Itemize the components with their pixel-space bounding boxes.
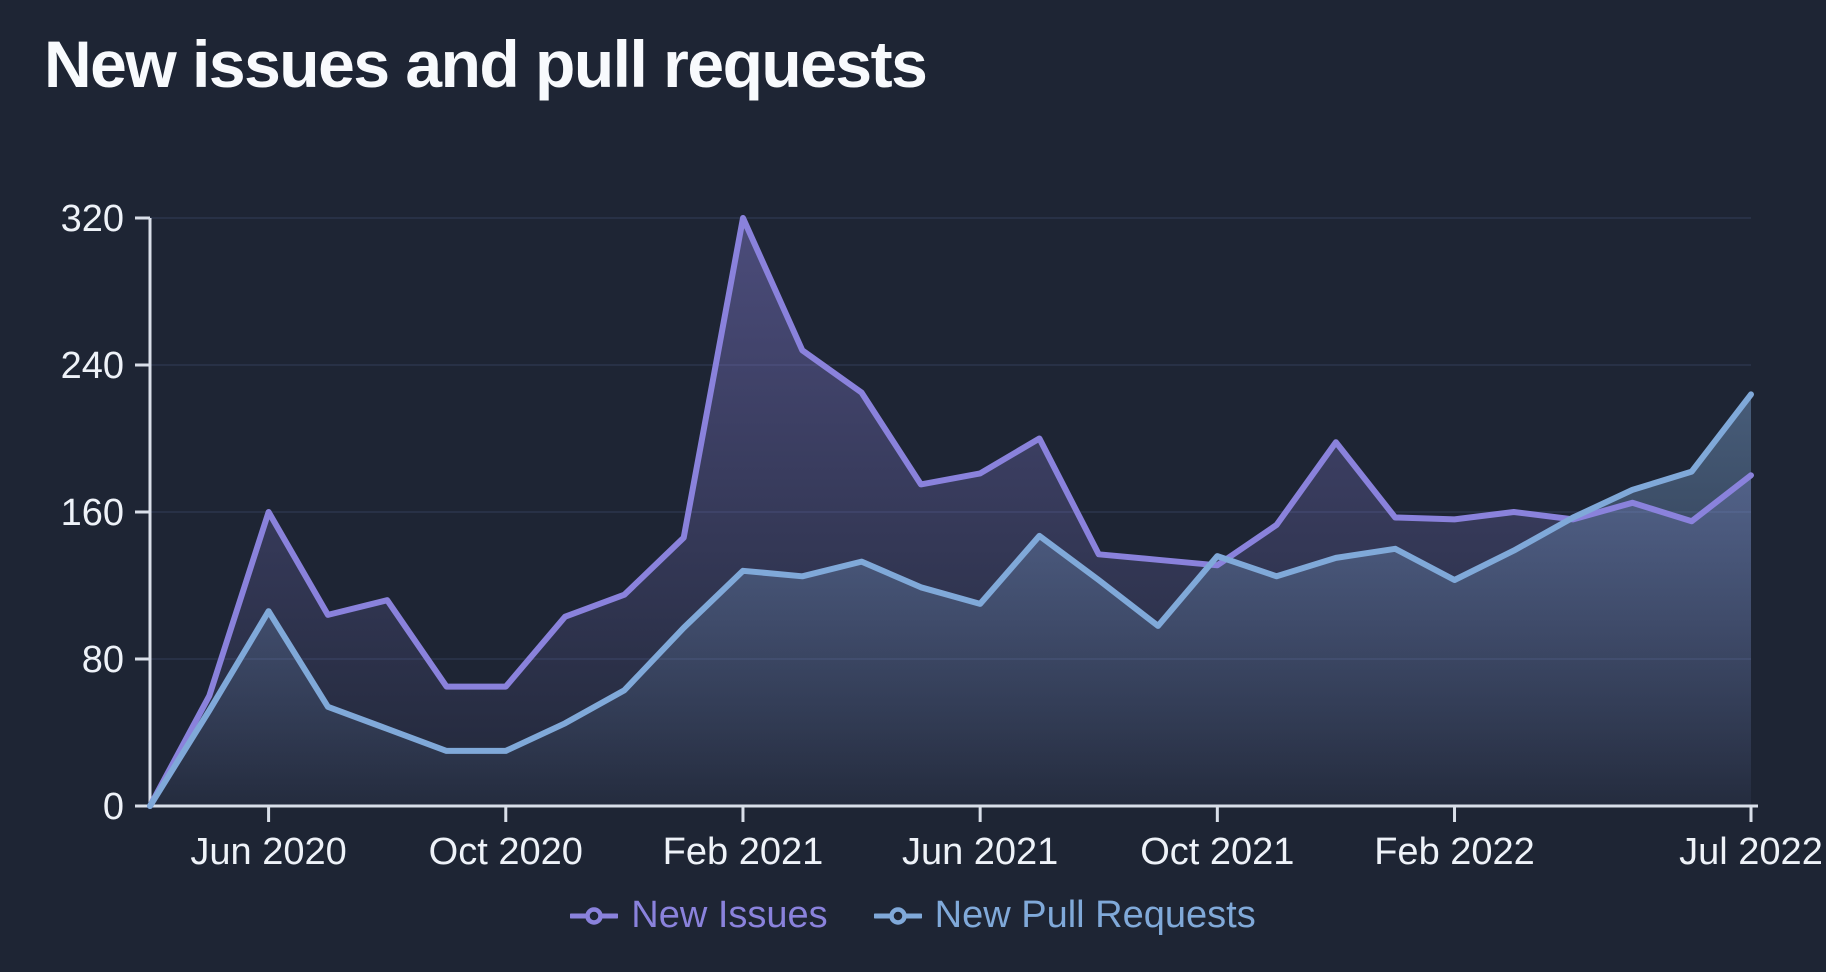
x-tick-label-jun-2021: Jun 2021 (902, 831, 1058, 873)
legend-item-new-pull-requests[interactable]: New Pull Requests (873, 894, 1256, 937)
y-tick-label-80: 80 (82, 639, 124, 681)
x-tick-label-oct-2020: Oct 2020 (429, 831, 583, 873)
legend-label: New Issues (631, 894, 828, 936)
y-tick-label-0: 0 (103, 786, 124, 828)
x-tick-label-feb-2021: Feb 2021 (663, 831, 824, 873)
new-issues-line[interactable] (147, 215, 1754, 809)
legend-label: New Pull Requests (934, 894, 1256, 936)
legend: New Issues New Pull Requests (0, 894, 1826, 937)
x-tick-label-feb-2022: Feb 2022 (1374, 831, 1535, 873)
legend-item-new-issues[interactable]: New Issues (570, 894, 828, 937)
y-tick-label-320: 320 (61, 198, 124, 240)
y-tick-label-160: 160 (61, 492, 124, 534)
y-tick-label-240: 240 (61, 345, 124, 387)
new-pull-requests-line[interactable] (147, 391, 1754, 809)
legend-marker-icon (570, 906, 619, 925)
x-tick-label-jun-2020: Jun 2020 (190, 831, 346, 873)
x-tick-label-oct-2021: Oct 2021 (1140, 831, 1294, 873)
x-tick-label-jul-2022: Jul 2022 (1679, 831, 1823, 873)
legend-marker-icon (873, 906, 922, 925)
new-pull-requests-area (150, 394, 1751, 806)
page-title: New issues and pull requests (44, 27, 928, 101)
